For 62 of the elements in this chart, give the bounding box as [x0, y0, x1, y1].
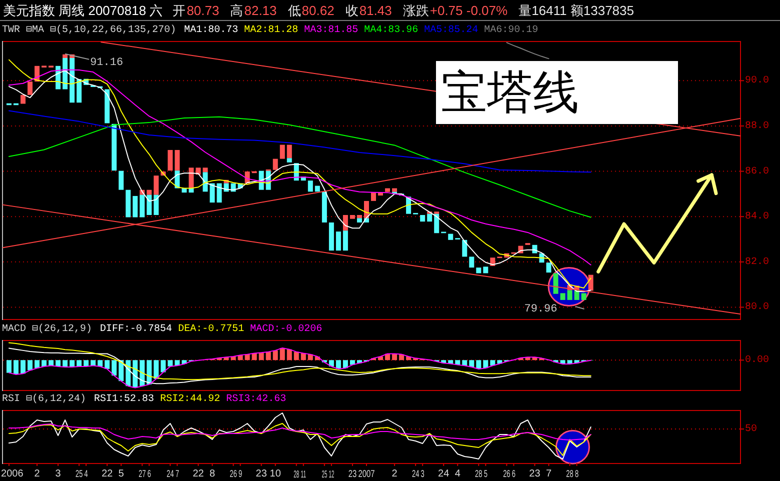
text: 涨跌: [402, 2, 429, 18]
text: 宝塔线: [440, 65, 579, 120]
x-tick-label: 7: [175, 468, 180, 480]
x-tick-label: 8: [574, 468, 579, 480]
text: 80.73: [186, 2, 220, 18]
x-tick-label: 6: [147, 468, 152, 480]
x-tick-label: 25: [322, 468, 328, 480]
x-tick-label: 9: [238, 468, 242, 480]
x-tick-label: 2: [392, 468, 398, 479]
y-tick-label: 80.0: [745, 302, 770, 313]
x-tick-label: 7: [546, 468, 552, 479]
legend: TWR ⊟MA ⊟(5,10,22,66,135,270) MA1:80.73 MA2:81.28 MA3:81.85 MA4:83.96 MA5:85.24 MA6:90.19: [2, 24, 538, 36]
annotation: 79.96: [524, 303, 558, 316]
x-tick-label: 3: [420, 468, 425, 480]
x-tick-label: 22: [102, 468, 114, 479]
x-tick-label: 8: [210, 468, 216, 479]
legend: RSI ⊟(6,12,24) RSI1:52.83 RSI2:44.92 RSI3:42.63: [2, 394, 286, 404]
text: +0.75 -0.07%: [430, 2, 508, 18]
x-tick-label: 6: [512, 468, 516, 480]
x-tick-label: 12: [328, 468, 334, 480]
x-tick-label: 28: [475, 468, 482, 480]
x-tick-label: 26: [230, 468, 238, 480]
text: 开: [172, 2, 186, 18]
x-tick-label: 24: [166, 468, 174, 480]
x-tick-label: 2: [34, 468, 40, 479]
text: 量16411 额1337835: [518, 2, 634, 18]
x-tick-label: 22: [192, 468, 204, 479]
x-tick-label: 4: [84, 468, 88, 480]
text: 收: [345, 2, 358, 18]
text: 低: [288, 2, 301, 18]
x-tick-label: 24: [412, 468, 420, 480]
chart-title: 美元指数 周线 20070818 六: [3, 2, 163, 18]
x-tick-label: 28: [566, 468, 574, 480]
x-tick-label: 4: [454, 468, 461, 479]
y-tick-label: 82.0: [745, 256, 770, 268]
x-tick-label: 28: [294, 468, 300, 480]
y-tick-label: 88.0: [745, 120, 770, 132]
text: 80.62: [302, 2, 334, 18]
y-tick-label: 84.0: [745, 211, 770, 222]
y-tick-label: 90.0: [745, 75, 770, 86]
text: 高: [230, 2, 244, 18]
y-tick-label: 86.0: [745, 166, 770, 177]
text: 81.43: [359, 2, 392, 18]
x-tick-label: 10: [270, 468, 282, 479]
x-tick-label: 23: [256, 468, 268, 479]
x-tick-label: 5: [118, 468, 124, 479]
text: 0.00: [745, 354, 770, 366]
legend: MACD ⊟(26,12,9) DIFF:-0.7854 DEA:-0.7751 MACD:-0.0206: [2, 324, 322, 334]
x-tick-label: 24: [438, 468, 450, 479]
x-tick-label: 2006: [1, 468, 24, 479]
x-tick-label: 23: [348, 468, 357, 480]
x-tick-label: 25: [76, 468, 83, 480]
x-tick-label: 26: [503, 468, 511, 480]
x-tick-label: 2007: [358, 468, 375, 480]
x-tick-label: 23: [529, 468, 541, 479]
x-tick-label: 27: [138, 468, 146, 480]
text: 50: [745, 424, 758, 434]
x-tick-label: 3: [55, 468, 62, 479]
x-tick-label: 11: [300, 468, 306, 480]
text: 82.13: [244, 2, 277, 18]
x-tick-label: 5: [484, 468, 488, 480]
annotation: 91.16: [90, 56, 124, 69]
